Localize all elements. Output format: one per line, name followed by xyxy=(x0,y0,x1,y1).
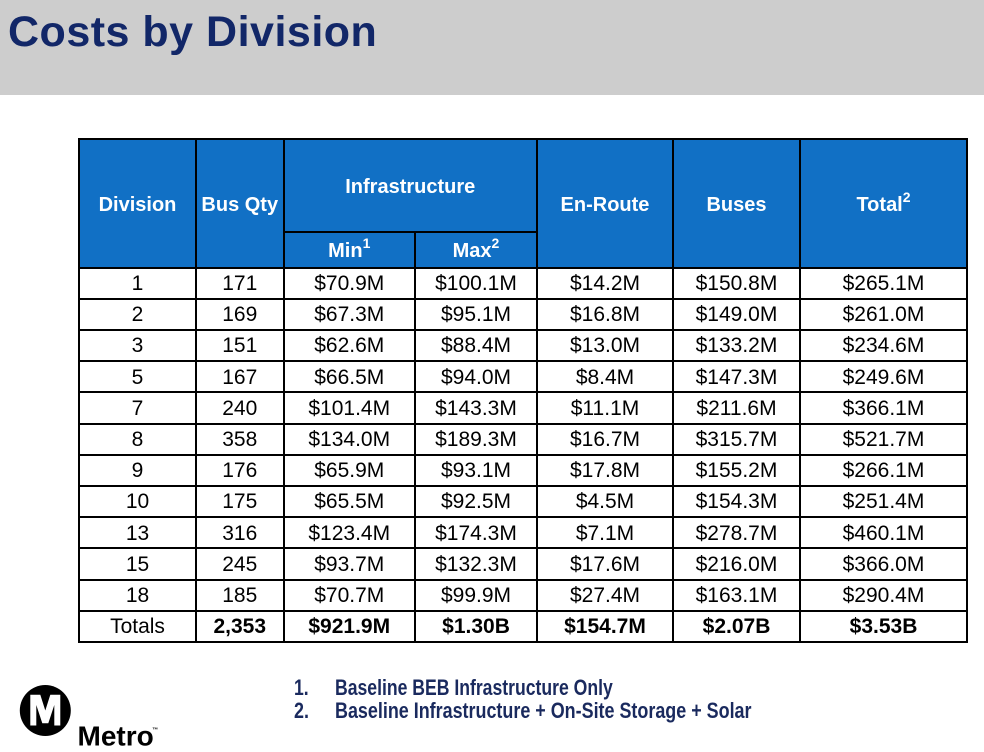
svg-text:Metro: Metro xyxy=(78,721,154,752)
svg-text:™: ™ xyxy=(152,727,158,734)
